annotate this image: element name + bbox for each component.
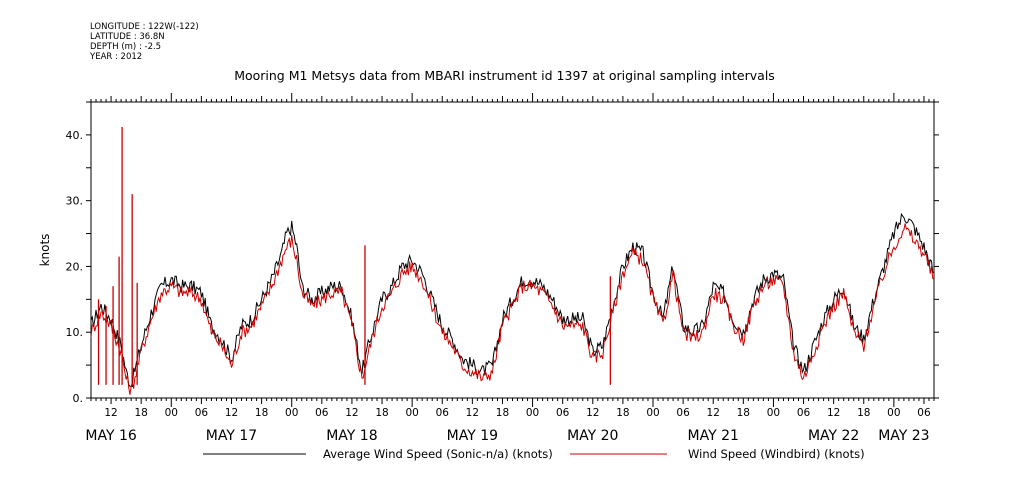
x-hour-label: 00 — [285, 407, 298, 419]
x-hour-label: 06 — [556, 407, 570, 419]
y-tick-label: 20. — [66, 260, 84, 273]
legend-label-2: Wind Speed (Windbird) (knots) — [688, 447, 865, 461]
x-day-label: MAY 23 — [878, 428, 929, 444]
x-day-label: MAY 21 — [688, 428, 739, 444]
x-day-label: MAY 18 — [326, 428, 377, 444]
x-hour-label: 00 — [646, 407, 659, 419]
x-hour-label: 00 — [405, 407, 418, 419]
series-line-2 — [90, 223, 935, 395]
x-day-label: MAY 16 — [85, 428, 136, 444]
x-hour-label: 06 — [917, 407, 931, 419]
x-hour-label: 06 — [676, 407, 690, 419]
latitude-label: LATITUDE : 36.8N — [90, 32, 165, 42]
axis-labels: 0. 10. 20. 30. 40. 12 18 00 06 12 18 00 06 12 18 00 06 12… — [38, 129, 931, 444]
x-hour-label: 12 — [225, 407, 238, 419]
x-hour-label: 18 — [255, 407, 268, 419]
x-hour-label: 18 — [616, 407, 629, 419]
x-hour-label: 12 — [345, 407, 358, 419]
x-hour-label: 00 — [767, 407, 780, 419]
x-day-label: MAY 20 — [567, 428, 618, 444]
x-hour-label: 00 — [165, 407, 178, 419]
x-day-label: MAY 22 — [808, 428, 859, 444]
x-hour-label: 18 — [496, 407, 509, 419]
x-hour-label: 18 — [375, 407, 388, 419]
x-day-label: MAY 17 — [206, 428, 257, 444]
x-hour-label: 12 — [586, 407, 599, 419]
x-hour-label: 12 — [104, 407, 117, 419]
plot-axes — [86, 93, 939, 407]
metadata-block: LONGITUDE : 122W(-122) LATITUDE : 36.8N … — [90, 22, 199, 62]
series-line-1 — [90, 212, 935, 388]
x-hour-label: 12 — [707, 407, 720, 419]
legend: Average Wind Speed (Sonic-n/a) (knots) Wi… — [203, 447, 865, 461]
depth-label: DEPTH (m) : -2.5 — [90, 42, 162, 52]
y-axis-label: knots — [38, 234, 52, 267]
x-hour-label: 06 — [436, 407, 450, 419]
legend-label-1: Average Wind Speed (Sonic-n/a) (knots) — [323, 447, 553, 461]
x-hour-label: 12 — [827, 407, 840, 419]
x-hour-label: 18 — [857, 407, 870, 419]
x-day-label: MAY 19 — [447, 428, 498, 444]
chart-title: Mooring M1 Metsys data from MBARI instru… — [234, 68, 775, 83]
plot-frame — [90, 101, 935, 399]
x-hour-label: 06 — [315, 407, 329, 419]
y-tick-label: 0. — [73, 392, 84, 405]
x-hour-label: 06 — [797, 407, 811, 419]
x-hour-label: 00 — [887, 407, 900, 419]
x-hour-label: 06 — [195, 407, 209, 419]
series-layer — [90, 126, 935, 395]
y-tick-label: 30. — [66, 195, 84, 208]
y-tick-label: 40. — [66, 129, 84, 142]
x-hour-label: 12 — [466, 407, 479, 419]
y-tick-label: 10. — [66, 326, 84, 339]
x-hour-label: 18 — [134, 407, 147, 419]
year-label: YEAR : 2012 — [90, 52, 143, 62]
x-hour-label: 18 — [737, 407, 750, 419]
x-hour-label: 00 — [526, 407, 539, 419]
longitude-label: LONGITUDE : 122W(-122) — [90, 22, 199, 32]
